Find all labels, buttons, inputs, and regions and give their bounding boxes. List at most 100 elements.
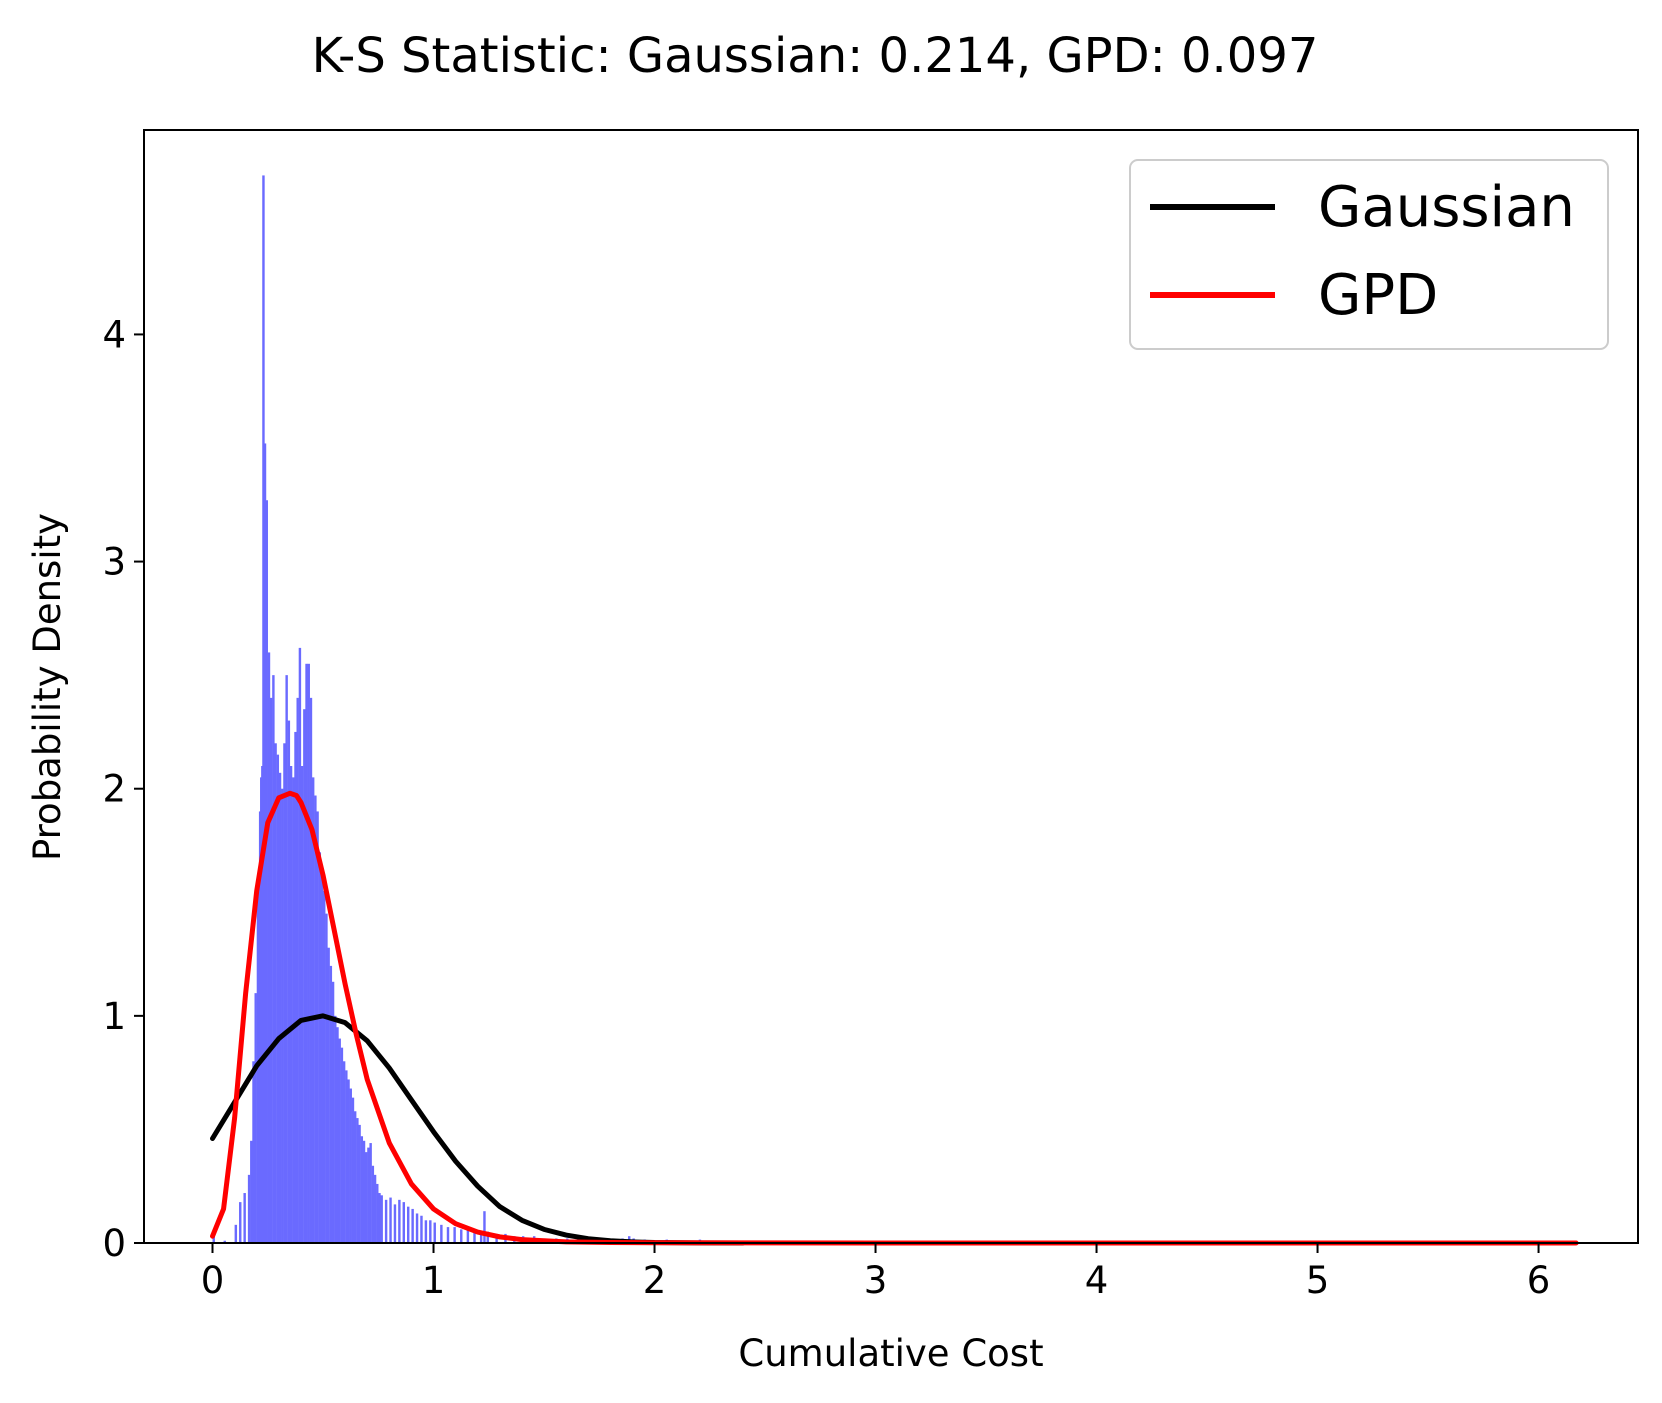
hist-bar xyxy=(376,1183,379,1243)
y-tick-label: 1 xyxy=(102,995,126,1038)
hist-bar xyxy=(278,772,282,1243)
hist-bar xyxy=(234,1224,238,1243)
plot-frame xyxy=(143,129,1639,1244)
hist-bar xyxy=(420,1215,423,1243)
hist-bar xyxy=(272,675,275,1243)
hist-bar xyxy=(298,647,302,1243)
hist-bar xyxy=(378,1193,381,1243)
hist-bar xyxy=(340,1047,344,1243)
x-tick-label: 1 xyxy=(422,1259,446,1302)
hist-bar xyxy=(466,1229,470,1243)
hist-bar xyxy=(407,1206,410,1243)
hist-bar xyxy=(486,1231,489,1243)
hist-bar xyxy=(411,1208,414,1243)
hist-bar xyxy=(424,1220,428,1243)
y-axis: 0 1 2 3 4 xyxy=(102,313,144,1265)
y-tick-label: 4 xyxy=(102,313,126,356)
hist-bar xyxy=(358,1124,361,1243)
hist-bar xyxy=(338,1038,341,1243)
hist-bar xyxy=(402,1202,406,1243)
hist-bar xyxy=(336,1027,339,1243)
y-tick-label: 0 xyxy=(102,1222,126,1265)
hist-bar xyxy=(323,890,326,1243)
hist-bar xyxy=(415,1213,419,1243)
x-tick-label: 0 xyxy=(201,1259,225,1302)
legend-label-gaussian: Gaussian xyxy=(1318,175,1575,240)
hist-bar xyxy=(243,1193,246,1243)
hist-bar xyxy=(318,852,322,1243)
hist-bar xyxy=(316,811,319,1243)
legend-label-gpd: GPD xyxy=(1318,263,1438,328)
hist-bar xyxy=(347,1079,350,1243)
hist-bar xyxy=(285,675,288,1243)
histogram xyxy=(212,175,878,1244)
hist-bar xyxy=(307,663,310,1243)
hist-bar xyxy=(353,1111,357,1243)
hist-bar xyxy=(325,913,328,1243)
hist-bar xyxy=(311,777,315,1243)
x-tick-label: 6 xyxy=(1527,1259,1551,1302)
hist-bar xyxy=(349,1088,352,1243)
hist-bar xyxy=(281,788,284,1243)
hist-bar xyxy=(362,1140,366,1243)
hist-bar xyxy=(223,1240,226,1243)
hist-bar xyxy=(433,1222,436,1243)
x-axis: 0 1 2 3 4 5 6 xyxy=(201,1243,1551,1302)
hist-bar xyxy=(356,1118,359,1243)
hist-bar xyxy=(250,1140,253,1243)
y-tick-label: 2 xyxy=(102,768,126,811)
hist-bar xyxy=(384,1199,388,1243)
hist-bar xyxy=(365,1152,368,1243)
hist-bar xyxy=(274,743,277,1243)
hist-bar xyxy=(283,743,286,1243)
hist-bar xyxy=(473,1231,476,1243)
x-tick-label: 3 xyxy=(864,1259,888,1302)
hist-bar xyxy=(380,1195,383,1243)
legend: Gaussian GPD xyxy=(1129,159,1609,350)
hist-bar xyxy=(389,1197,392,1243)
hist-bar xyxy=(342,1061,346,1243)
y-axis-label: Probability Density xyxy=(26,513,69,861)
x-tick-label: 2 xyxy=(643,1259,667,1302)
hist-bar xyxy=(320,875,324,1243)
hist-bar xyxy=(303,709,306,1243)
hist-bar xyxy=(267,652,271,1243)
x-axis-label: Cumulative Cost xyxy=(738,1332,1043,1375)
hist-bar xyxy=(287,720,291,1243)
hist-bar xyxy=(446,1227,450,1243)
hist-bar xyxy=(309,697,313,1243)
hist-bar xyxy=(440,1224,443,1243)
hist-bar xyxy=(254,993,257,1243)
hist-bar xyxy=(300,766,304,1243)
hist-bar xyxy=(334,1015,337,1243)
hist-bar xyxy=(247,1174,251,1243)
hist-bar xyxy=(296,697,299,1243)
hist-bar xyxy=(393,1204,397,1243)
hist-bar xyxy=(329,965,333,1243)
x-tick-label: 5 xyxy=(1306,1259,1330,1302)
hist-bar xyxy=(367,1147,370,1243)
hist-bar xyxy=(212,1236,215,1243)
hist-bar xyxy=(292,777,295,1243)
hist-bar xyxy=(351,1097,355,1243)
hist-bar xyxy=(460,1229,463,1243)
hist-bar xyxy=(289,766,293,1243)
hist-bar xyxy=(373,1174,377,1243)
hist-bar xyxy=(369,1143,372,1243)
hist-bar xyxy=(331,981,335,1243)
hist-bar xyxy=(453,1227,456,1243)
hist-bar xyxy=(269,697,273,1243)
hist-bar xyxy=(265,500,268,1243)
y-tick-label: 3 xyxy=(102,541,126,584)
hist-bar xyxy=(483,1211,486,1243)
hist-bar xyxy=(327,947,330,1243)
hist-bar xyxy=(398,1199,401,1243)
hist-bar xyxy=(294,731,297,1243)
hist-bar xyxy=(360,1136,364,1243)
x-tick-label: 4 xyxy=(1085,1259,1109,1302)
hist-bar xyxy=(479,1231,483,1243)
hist-bar xyxy=(276,754,280,1243)
hist-bar xyxy=(262,175,265,1244)
